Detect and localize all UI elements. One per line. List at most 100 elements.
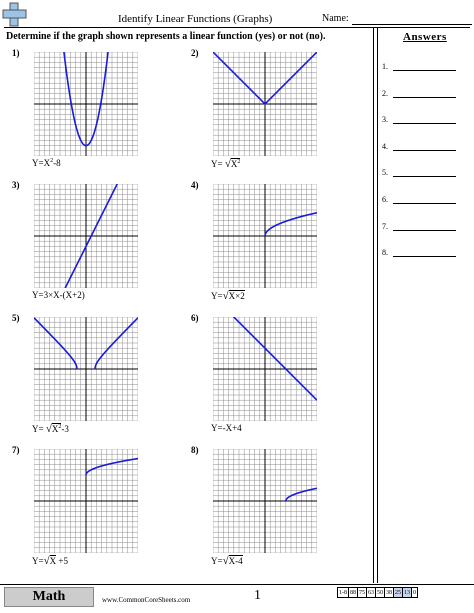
radicand: X2	[51, 423, 62, 434]
answer-row: 1.	[382, 62, 456, 71]
function-curve	[64, 184, 119, 288]
function-tail: +5	[56, 556, 68, 566]
radicand: X2	[230, 158, 241, 169]
function-curve	[213, 52, 317, 106]
score-cell: 38	[384, 587, 394, 598]
instructions: Determine if the graph shown represents …	[6, 31, 326, 42]
score-cell: 63	[366, 587, 376, 598]
problem-number: 5)	[12, 313, 20, 323]
function-tail: -8	[53, 158, 61, 168]
answer-number: 2.	[382, 88, 388, 98]
score-cell: 75	[357, 587, 367, 598]
function-curve	[34, 317, 138, 370]
problem-number: 4)	[191, 180, 199, 190]
function-text: Y=	[211, 556, 223, 566]
answer-field[interactable]	[393, 203, 456, 204]
header-divider	[4, 27, 470, 28]
name-field[interactable]	[352, 24, 472, 25]
answer-number: 3.	[382, 115, 388, 125]
score-cell: 13	[402, 587, 412, 598]
answers-heading: Answers	[403, 31, 447, 43]
score-table: 1-8 88 75 63 50 38 25 13 0	[337, 587, 418, 598]
function-label: Y= √X2	[211, 158, 241, 170]
answer-field[interactable]	[393, 256, 456, 258]
radicand: X×2	[228, 290, 245, 301]
problem-number: 3)	[12, 180, 20, 190]
radical-icon: √	[224, 158, 231, 170]
answer-field[interactable]	[393, 176, 456, 178]
function-text: Y=	[211, 291, 223, 301]
function-label: Y=-X+4	[211, 423, 242, 433]
function-text: Y=	[211, 159, 225, 169]
graph	[34, 52, 138, 156]
answer-row: 2.	[382, 88, 456, 98]
name-label: Name:	[322, 13, 349, 24]
score-range-label: 1-8	[337, 587, 349, 598]
answer-field[interactable]	[393, 70, 456, 71]
function-curve	[232, 317, 317, 401]
function-tail: -3	[61, 424, 69, 434]
answer-number: 8.	[382, 248, 388, 258]
function-label: Y=√X-4	[211, 555, 243, 567]
radicand-text: X	[230, 159, 238, 169]
function-curve	[264, 211, 317, 237]
answer-row: 8.	[382, 248, 456, 258]
function-curve	[285, 487, 317, 502]
radicand-text: X	[49, 556, 57, 566]
answer-field[interactable]	[393, 229, 456, 231]
page-title: Identify Linear Functions (Graphs)	[118, 13, 273, 25]
site-url: www.CommonCoreSheets.com	[102, 596, 191, 604]
radicand-text: X	[51, 424, 59, 434]
exponent: 2	[58, 424, 62, 430]
plus-logo-icon	[2, 2, 27, 27]
exponent: 2	[237, 159, 241, 165]
page-number: 1	[254, 588, 261, 603]
radical-icon: √	[43, 555, 50, 567]
answer-field[interactable]	[393, 123, 456, 125]
footer-divider	[0, 584, 474, 585]
answer-row: 5.	[382, 168, 456, 178]
radical-icon: √	[222, 290, 229, 302]
problem-number: 7)	[12, 445, 20, 455]
function-text: Y=-X+4	[211, 423, 242, 433]
radicand-text: X-4	[228, 556, 243, 566]
answer-number: 6.	[382, 195, 388, 204]
radicand: X	[49, 555, 57, 566]
function-text: Y=	[32, 424, 46, 434]
answer-field[interactable]	[393, 149, 456, 151]
problem-number: 8)	[191, 445, 199, 455]
answer-row: 3.	[382, 115, 456, 125]
radicand-text: X×2	[228, 291, 245, 301]
radicand: X-4	[228, 555, 243, 566]
subject-badge: Math	[4, 587, 94, 607]
graph	[34, 317, 138, 421]
function-curve	[63, 52, 109, 147]
problem-number: 2)	[191, 48, 199, 58]
answer-number: 5.	[382, 168, 388, 178]
function-label: Y=3×X-(X+2)	[32, 290, 85, 300]
score-cell: 50	[375, 587, 385, 598]
graph	[213, 317, 317, 421]
graph	[34, 184, 138, 288]
answer-number: 1.	[382, 62, 388, 71]
radical-icon: √	[222, 555, 229, 567]
function-text: Y=X	[32, 158, 51, 168]
graph	[213, 449, 317, 553]
graph	[34, 449, 138, 553]
score-cell: 0	[411, 587, 418, 598]
answer-column-border	[373, 27, 374, 583]
radical-icon: √	[45, 423, 52, 435]
function-label: Y=√X +5	[32, 555, 68, 567]
answer-column-border	[377, 27, 378, 583]
function-text: Y=	[32, 556, 44, 566]
answer-field[interactable]	[393, 96, 456, 98]
function-label: Y=X2-8	[32, 158, 61, 168]
function-label: Y= √X2-3	[32, 423, 69, 435]
graph	[213, 184, 317, 288]
function-curve	[85, 457, 138, 476]
score-cell: 25	[393, 587, 403, 598]
answer-row: 6.	[382, 195, 456, 204]
exponent: 2	[50, 158, 54, 164]
answer-number: 4.	[382, 141, 388, 151]
problem-number: 6)	[191, 313, 199, 323]
